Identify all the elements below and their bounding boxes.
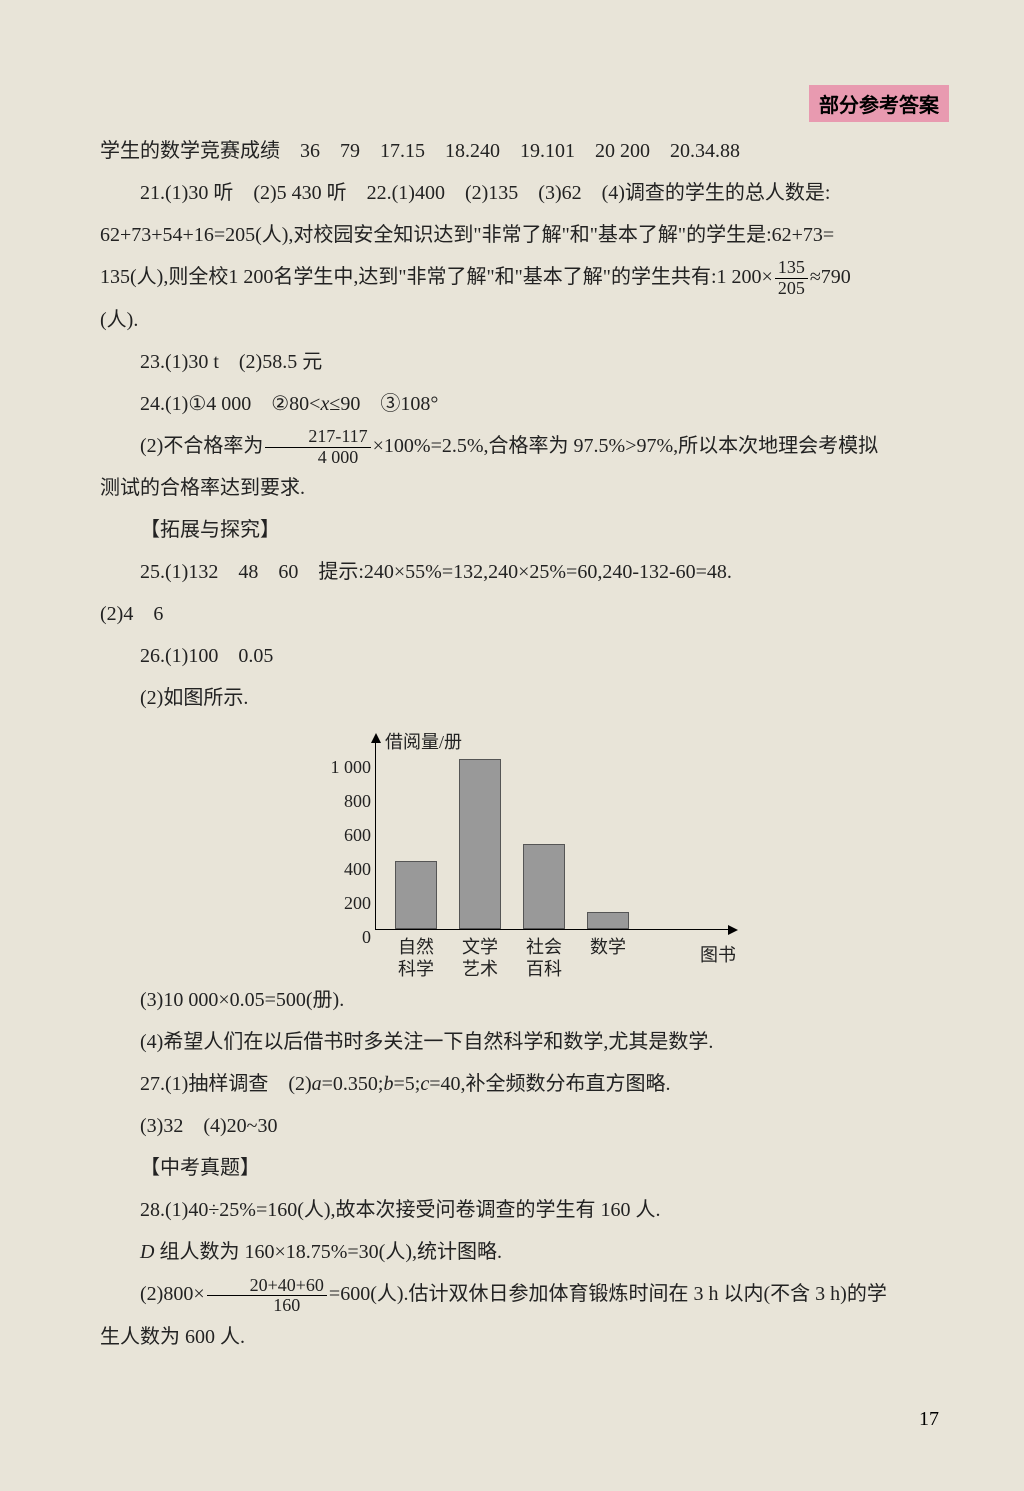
fraction: 217-1174 000 — [265, 427, 370, 468]
fraction: 20+40+60160 — [207, 1276, 327, 1317]
y-tick-label: 600 — [344, 817, 371, 855]
y-tick-label: 1 000 — [331, 749, 372, 787]
bar-chart: 借阅量/册 图书 02004006008001 000自然科学文学艺术社会百科数… — [320, 729, 740, 969]
text-fragment: =600(人).估计双休日参加体育锻炼时间在 3 h 以内(不含 3 h)的学 — [329, 1283, 887, 1305]
x-axis-arrow-icon — [728, 925, 738, 935]
y-axis-arrow-icon — [371, 733, 381, 743]
text-line: 25.(1)132 48 60 提示:240×55%=132,240×25%=6… — [100, 551, 954, 593]
fraction-num: 20+40+60 — [207, 1276, 327, 1297]
text-line: 测试的合格率达到要求. — [100, 467, 954, 509]
text-fragment: 24.(1)①4 000 ②80< — [140, 393, 320, 415]
chart-bar — [459, 759, 501, 929]
y-axis-title: 借阅量/册 — [385, 724, 462, 762]
text-fragment: =5; — [393, 1073, 420, 1095]
text-fragment: =0.350; — [322, 1073, 384, 1095]
variable-b: b — [383, 1073, 393, 1095]
x-tick-label: 社会百科 — [518, 937, 570, 980]
text-fragment: 135(人),则全校1 200名学生中,达到"非常了解"和"基本了解"的学生共有… — [100, 266, 773, 288]
text-line: 学生的数学竞赛成绩 36 79 17.15 18.240 19.101 20 2… — [100, 130, 954, 172]
text-line: 135(人),则全校1 200名学生中,达到"非常了解"和"基本了解"的学生共有… — [100, 256, 954, 299]
variable-c: c — [420, 1073, 429, 1095]
section-heading: 【中考真题】 — [100, 1147, 954, 1189]
text-line: 62+73+54+16=205(人),对校园安全知识达到"非常了解"和"基本了解… — [100, 214, 954, 256]
text-line: 生人数为 600 人. — [100, 1316, 954, 1358]
x-tick-label: 文学艺术 — [454, 937, 506, 980]
text-line: (2)不合格率为217-1174 000×100%=2.5%,合格率为 97.5… — [100, 425, 954, 468]
text-line: (2)如图所示. — [100, 677, 954, 719]
text-line: (2)800×20+40+60160=600(人).估计双休日参加体育锻炼时间在… — [100, 1273, 954, 1316]
text-fragment: (2)不合格率为 — [140, 435, 263, 457]
x-axis-title: 图书 — [700, 937, 736, 975]
text-fragment: 组人数为 160×18.75%=30(人),统计图略. — [154, 1241, 502, 1263]
text-line: (3)32 (4)20~30 — [100, 1105, 954, 1147]
text-line: 27.(1)抽样调查 (2)a=0.350;b=5;c=40,补全频数分布直方图… — [100, 1063, 954, 1105]
text-fragment: 27.(1)抽样调查 (2) — [140, 1073, 312, 1095]
text-line: (人). — [100, 299, 954, 341]
header-badge: 部分参考答案 — [809, 85, 949, 122]
chart-bar — [395, 861, 437, 929]
text-fragment: ≤90 ③108° — [329, 393, 438, 415]
text-fragment: ×100%=2.5%,合格率为 97.5%>97%,所以本次地理会考模拟 — [373, 435, 878, 457]
fraction: 135205 — [775, 258, 808, 299]
text-fragment: =40,补全频数分布直方图略. — [429, 1073, 670, 1095]
text-line: (2)4 6 — [100, 593, 954, 635]
page-number: 17 — [919, 1408, 939, 1431]
x-tick-label: 自然科学 — [390, 937, 442, 980]
x-axis-line — [375, 929, 730, 930]
text-line: 26.(1)100 0.05 — [100, 635, 954, 677]
variable-a: a — [312, 1073, 322, 1095]
fraction-den: 205 — [775, 279, 808, 299]
y-tick-label: 800 — [344, 783, 371, 821]
variable-d: D — [140, 1241, 154, 1263]
x-tick-label: 数学 — [582, 937, 634, 959]
text-line: 23.(1)30 t (2)58.5 元 — [100, 341, 954, 383]
text-line: (3)10 000×0.05=500(册). — [100, 979, 954, 1021]
text-line: 28.(1)40÷25%=160(人),故本次接受问卷调查的学生有 160 人. — [100, 1189, 954, 1231]
section-heading: 【拓展与探究】 — [100, 509, 954, 551]
text-line: 24.(1)①4 000 ②80<x≤90 ③108° — [100, 383, 954, 425]
chart-bar — [587, 912, 629, 929]
y-tick-label: 0 — [362, 919, 371, 957]
text-fragment: ≈790 — [810, 266, 851, 288]
fraction-den: 160 — [207, 1296, 327, 1316]
fraction-num: 217-117 — [265, 427, 370, 448]
y-axis-line — [375, 739, 376, 929]
y-tick-label: 200 — [344, 885, 371, 923]
chart-bar — [523, 844, 565, 929]
text-line: D 组人数为 160×18.75%=30(人),统计图略. — [100, 1231, 954, 1273]
fraction-den: 4 000 — [265, 448, 370, 468]
page-content: 学生的数学竞赛成绩 36 79 17.15 18.240 19.101 20 2… — [100, 130, 954, 1358]
text-line: 21.(1)30 听 (2)5 430 听 22.(1)400 (2)135 (… — [100, 172, 954, 214]
fraction-num: 135 — [775, 258, 808, 279]
text-line: (4)希望人们在以后借书时多关注一下自然科学和数学,尤其是数学. — [100, 1021, 954, 1063]
text-fragment: (2)800× — [140, 1283, 205, 1305]
y-tick-label: 400 — [344, 851, 371, 889]
